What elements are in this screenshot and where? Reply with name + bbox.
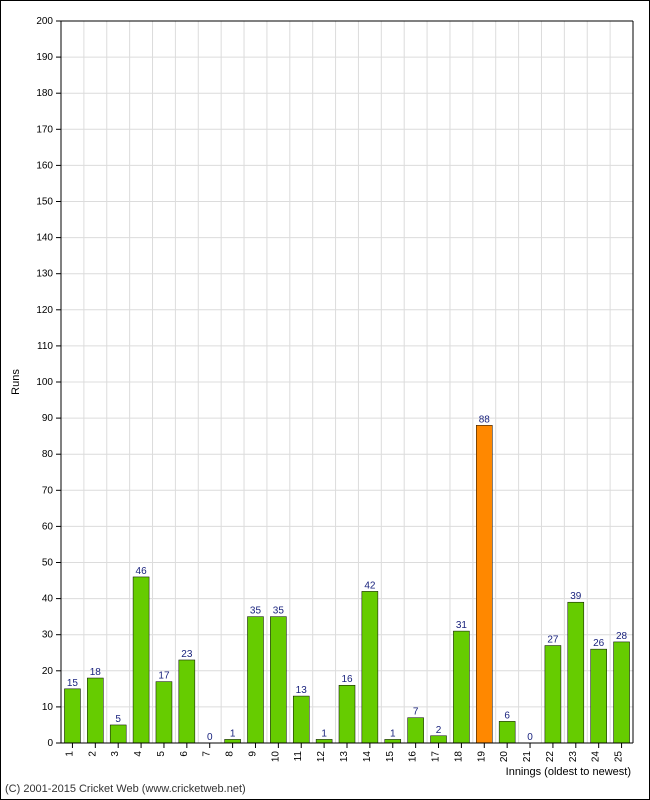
- svg-text:23: 23: [568, 751, 579, 763]
- svg-text:26: 26: [593, 638, 605, 649]
- svg-text:12: 12: [316, 751, 327, 763]
- svg-text:5: 5: [115, 714, 121, 725]
- svg-text:35: 35: [273, 606, 285, 617]
- svg-text:1: 1: [230, 728, 236, 739]
- svg-text:17: 17: [158, 671, 170, 682]
- chart-svg: 0102030405060708090100110120130140150160…: [1, 1, 650, 783]
- svg-text:100: 100: [36, 377, 53, 388]
- svg-text:23: 23: [181, 649, 193, 660]
- svg-text:27: 27: [547, 635, 559, 646]
- svg-text:88: 88: [479, 414, 491, 425]
- svg-text:7: 7: [202, 751, 213, 757]
- svg-text:150: 150: [36, 197, 53, 208]
- svg-text:7: 7: [413, 707, 419, 718]
- svg-text:16: 16: [408, 751, 419, 763]
- svg-text:120: 120: [36, 305, 53, 316]
- copyright-footer: (C) 2001-2015 Cricket Web (www.cricketwe…: [5, 783, 246, 795]
- svg-text:60: 60: [42, 521, 54, 532]
- svg-text:11: 11: [293, 751, 304, 762]
- svg-text:5: 5: [156, 751, 167, 757]
- svg-text:130: 130: [36, 269, 53, 280]
- svg-text:9: 9: [247, 751, 258, 757]
- svg-text:15: 15: [67, 678, 79, 689]
- svg-text:13: 13: [296, 685, 308, 696]
- svg-text:20: 20: [499, 751, 510, 763]
- svg-text:180: 180: [36, 88, 53, 99]
- svg-text:8: 8: [225, 751, 236, 757]
- svg-text:19: 19: [476, 751, 487, 763]
- svg-text:90: 90: [42, 413, 54, 424]
- svg-text:4: 4: [133, 751, 144, 757]
- svg-text:13: 13: [339, 751, 350, 763]
- svg-text:2: 2: [436, 725, 442, 736]
- svg-text:160: 160: [36, 160, 53, 171]
- svg-text:1: 1: [64, 751, 75, 757]
- svg-text:110: 110: [37, 341, 53, 352]
- svg-text:20: 20: [42, 666, 54, 677]
- runs-bar-chart: 0102030405060708090100110120130140150160…: [1, 1, 650, 788]
- svg-text:200: 200: [36, 16, 53, 27]
- svg-text:6: 6: [504, 710, 510, 721]
- svg-text:40: 40: [42, 594, 54, 605]
- svg-text:Runs: Runs: [10, 369, 22, 395]
- svg-text:18: 18: [90, 667, 102, 678]
- svg-text:2: 2: [87, 751, 98, 757]
- svg-text:39: 39: [570, 591, 582, 602]
- svg-text:15: 15: [385, 751, 396, 763]
- svg-text:21: 21: [522, 751, 533, 763]
- svg-text:3: 3: [110, 751, 121, 757]
- svg-text:24: 24: [591, 751, 602, 763]
- svg-text:10: 10: [270, 751, 281, 763]
- svg-text:70: 70: [42, 485, 54, 496]
- svg-text:140: 140: [36, 233, 53, 244]
- svg-text:28: 28: [616, 631, 628, 642]
- svg-text:50: 50: [42, 558, 54, 569]
- svg-text:42: 42: [364, 580, 376, 591]
- svg-text:190: 190: [36, 52, 53, 63]
- svg-text:0: 0: [527, 732, 533, 743]
- svg-text:30: 30: [42, 630, 54, 641]
- svg-text:22: 22: [545, 751, 556, 763]
- svg-text:Innings (oldest to newest): Innings (oldest to newest): [506, 766, 631, 778]
- svg-text:46: 46: [136, 566, 148, 577]
- svg-text:0: 0: [207, 732, 213, 743]
- svg-text:0: 0: [47, 738, 53, 749]
- chart-frame: 0102030405060708090100110120130140150160…: [0, 0, 650, 800]
- svg-text:1: 1: [321, 728, 327, 739]
- svg-text:1: 1: [390, 728, 396, 739]
- svg-text:80: 80: [42, 449, 54, 460]
- svg-text:10: 10: [42, 702, 54, 713]
- svg-text:170: 170: [36, 124, 53, 135]
- svg-text:35: 35: [250, 606, 262, 617]
- svg-text:25: 25: [614, 751, 625, 763]
- svg-text:6: 6: [179, 751, 190, 757]
- svg-text:14: 14: [362, 751, 373, 763]
- svg-text:16: 16: [341, 674, 353, 685]
- svg-text:31: 31: [456, 620, 468, 631]
- svg-text:17: 17: [431, 751, 442, 763]
- svg-text:18: 18: [453, 751, 464, 763]
